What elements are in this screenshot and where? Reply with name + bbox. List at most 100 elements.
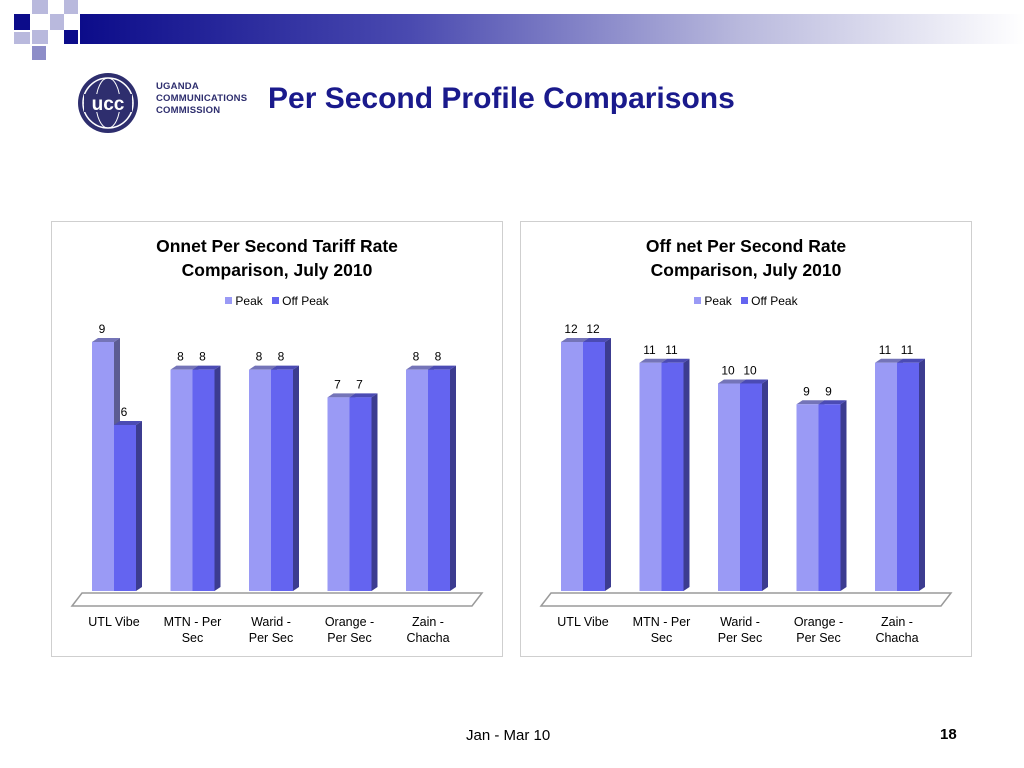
category-label: Zain - <box>881 615 913 629</box>
data-label: 11 <box>643 343 656 357</box>
bar-side <box>214 365 221 591</box>
legend-label-offpeak: Off Peak <box>751 294 798 308</box>
data-label: 8 <box>435 350 442 364</box>
data-label: 8 <box>278 350 285 364</box>
legend-item-peak: Peak <box>694 294 732 308</box>
bar <box>349 397 372 591</box>
bar <box>428 369 450 591</box>
footer-date: Jan - Mar 10 <box>466 727 551 744</box>
data-label: 11 <box>665 343 678 357</box>
data-label: 9 <box>803 384 810 398</box>
chart-legend: Peak Off Peak <box>521 294 971 308</box>
bar-top <box>170 365 199 370</box>
bar <box>875 362 897 591</box>
chart-title-line-2: Comparison, July 2010 <box>181 260 373 280</box>
bar-side <box>605 338 611 591</box>
bar-side <box>293 365 299 591</box>
decor-square <box>32 30 48 44</box>
chart-panel-offnet: Off net Per Second Rate Comparison, July… <box>520 221 972 657</box>
category-label: Per Sec <box>796 631 840 645</box>
bar-top <box>740 379 768 384</box>
decor-square <box>50 14 64 30</box>
decor-square <box>14 32 30 44</box>
bar <box>170 369 193 591</box>
category-label: UTL Vibe <box>557 615 608 629</box>
category-label: Per Sec <box>327 631 371 645</box>
bar-top <box>406 365 434 370</box>
chart-floor <box>539 592 953 607</box>
bar-top <box>428 365 456 370</box>
ucc-logo: ucc UGANDA COMMUNICATIONS COMMISSION <box>72 70 252 136</box>
chart-title: Onnet Per Second Tariff Rate Comparison,… <box>52 234 502 282</box>
data-label: 10 <box>721 364 735 378</box>
category-label: Warid - <box>720 615 760 629</box>
bar-top <box>818 400 847 405</box>
legend-swatch-offpeak <box>272 297 280 304</box>
ucc-logo-mark: ucc <box>78 73 138 133</box>
bar <box>114 425 136 591</box>
bar <box>897 362 919 591</box>
category-label: Chacha <box>875 631 918 645</box>
bar <box>406 369 428 591</box>
bar <box>639 362 662 591</box>
category-label: Sec <box>182 631 204 645</box>
category-label: Zain - <box>412 615 444 629</box>
chart-title-line-2: Comparison, July 2010 <box>650 260 842 280</box>
decor-square <box>64 0 78 14</box>
category-label: MTN - Per <box>633 615 691 629</box>
legend-item-peak: Peak <box>225 294 263 308</box>
bar <box>583 342 605 591</box>
logo-line-3: COMMISSION <box>156 105 221 116</box>
chart-legend: Peak Off Peak <box>52 294 502 308</box>
decor-square <box>64 30 78 44</box>
decor-square <box>32 0 48 14</box>
legend-label-peak: Peak <box>704 294 732 308</box>
bar-top <box>271 365 299 370</box>
data-label: 12 <box>586 322 600 336</box>
header-banner <box>80 14 1024 44</box>
chart-floor <box>70 592 484 607</box>
bar-top <box>114 421 142 425</box>
page-number: 18 <box>940 726 957 743</box>
decor-square <box>32 46 46 60</box>
bar-top <box>718 379 746 384</box>
bar <box>561 342 583 591</box>
bar-top <box>561 338 589 342</box>
page-title: Per Second Profile Comparisons <box>268 82 735 115</box>
bar-top <box>875 358 903 363</box>
chart-title-line-1: Off net Per Second Rate <box>645 236 847 256</box>
bar-top <box>583 338 611 342</box>
chart-title: Off net Per Second Rate Comparison, July… <box>521 234 971 282</box>
bar-top <box>661 358 690 363</box>
bar-side <box>450 365 456 591</box>
bar-top <box>349 393 378 398</box>
bar <box>796 404 819 591</box>
legend-item-offpeak: Off Peak <box>741 294 798 308</box>
bar-top <box>796 400 825 405</box>
logo-line-1: UGANDA <box>156 81 199 92</box>
chart-title-line-1: Onnet Per Second Tariff Rate <box>156 236 398 256</box>
bar-side <box>762 379 768 591</box>
bar-side <box>371 393 378 591</box>
data-label: 6 <box>121 405 128 419</box>
category-label: Warid - <box>251 615 291 629</box>
bar <box>192 369 215 591</box>
category-label: Sec <box>651 631 673 645</box>
bar-side <box>840 400 847 591</box>
data-label: 7 <box>334 377 341 391</box>
bar-top <box>192 365 221 370</box>
bar <box>740 383 762 591</box>
logo-text: UGANDA COMMUNICATIONS COMMISSION <box>156 81 247 117</box>
legend-label-peak: Peak <box>235 294 263 308</box>
data-label: 8 <box>199 350 206 364</box>
bar-side <box>683 358 690 591</box>
bar <box>718 383 740 591</box>
bar <box>818 404 841 591</box>
data-label: 11 <box>901 343 914 357</box>
data-label: 9 <box>99 322 106 336</box>
category-label: Per Sec <box>718 631 762 645</box>
bar-chart-onnet: 9 6 UTL Vibe 8 8 MTN - Per Sec 8 8 Warid - Per Sec… <box>70 322 484 645</box>
data-label: 11 <box>879 343 892 357</box>
bar-top <box>92 338 120 342</box>
data-label: 12 <box>564 322 578 336</box>
